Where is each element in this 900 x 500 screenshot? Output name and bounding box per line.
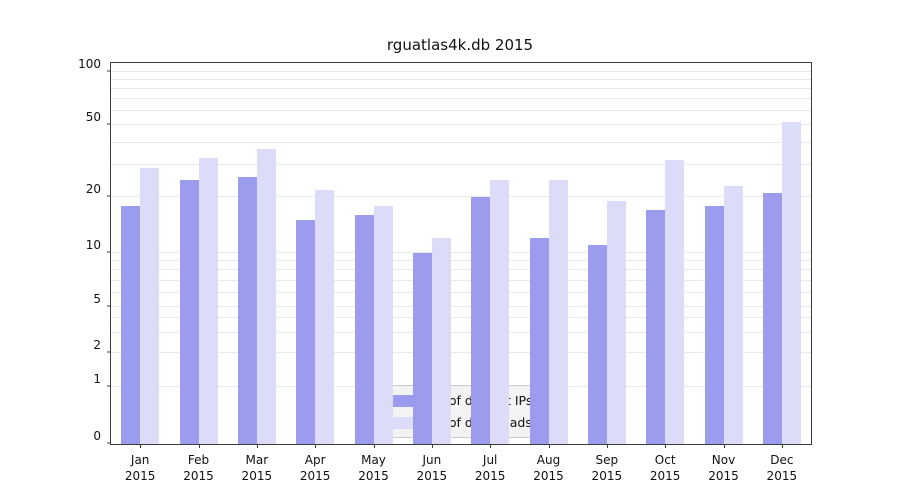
gridline: [111, 71, 811, 73]
bar-distinct-ips-sep: [587, 245, 607, 444]
chart-title: rguatlas4k.db 2015: [386, 36, 534, 54]
x-tick-mark: [665, 444, 667, 448]
gridline: [111, 124, 811, 126]
legend-entry-distinct-ips: Nb of distinct IPs: [389, 393, 532, 408]
x-tick-label: Jan 2015: [124, 453, 156, 483]
y-tick-label: 50: [85, 110, 101, 125]
gridline: [111, 164, 811, 166]
x-tick-label: Oct 2015: [649, 453, 681, 483]
bar-distinct-ips-dec: [762, 193, 782, 444]
x-tick-mark: [140, 444, 142, 448]
gridline: [111, 260, 811, 262]
bar-downloads-oct: [665, 160, 685, 444]
x-tick-mark: [548, 444, 550, 448]
gridline: [111, 141, 811, 143]
x-tick-mark: [431, 444, 433, 448]
y-tick-mark: [107, 195, 111, 197]
gridline: [111, 269, 811, 271]
x-tick-label: Aug 2015: [533, 453, 564, 483]
x-tick-label: Nov 2015: [708, 453, 739, 483]
y-tick-label: 5: [93, 291, 101, 306]
x-tick-mark: [781, 444, 783, 448]
bar-distinct-ips-oct: [646, 210, 666, 444]
bar-distinct-ips-feb: [179, 179, 199, 444]
y-tick-mark: [107, 385, 111, 387]
y-tick-label: 10: [85, 238, 101, 253]
x-tick-label: Mar 2015: [241, 453, 273, 483]
bar-distinct-ips-aug: [529, 238, 549, 444]
gridline: [111, 88, 811, 90]
bar-distinct-ips-may: [354, 215, 374, 444]
gridline: [111, 110, 811, 112]
gridline: [111, 252, 811, 254]
bar-downloads-nov: [723, 186, 743, 444]
y-tick-mark: [107, 251, 111, 253]
x-tick-mark: [256, 444, 258, 448]
x-tick-mark: [198, 444, 200, 448]
gridline: [111, 317, 811, 319]
y-tick-label: 100: [78, 57, 101, 72]
plot-area: Nb of distinct IPs Nb of downloads 0 1 2 5 1…: [78, 57, 812, 483]
bar-downloads-aug: [548, 179, 568, 444]
y-tick-label: 20: [85, 182, 101, 197]
bar-downloads-jun: [431, 238, 451, 444]
gridline: [111, 351, 811, 353]
x-tick-mark: [315, 444, 317, 448]
bar-downloads-jan: [140, 167, 160, 444]
gridline: [111, 196, 811, 198]
x-tick-label: Apr 2015: [299, 453, 331, 483]
legend-swatch-distinct-ips: [389, 394, 419, 407]
bar-downloads-mar: [256, 148, 276, 444]
x-tick-label: Sep 2015: [591, 453, 623, 483]
gridline: [111, 291, 811, 293]
y-tick-label: 0: [93, 429, 101, 443]
legend: Nb of distinct IPs Nb of downloads: [377, 385, 545, 438]
bar-distinct-ips-jan: [121, 205, 141, 444]
x-tick-mark: [606, 444, 608, 448]
y-tick-label: 1: [93, 371, 101, 386]
y-tick-mark: [107, 351, 111, 353]
gridline: [111, 305, 811, 307]
legend-swatch-downloads: [389, 416, 419, 429]
bar-downloads-may: [373, 205, 393, 444]
x-tick-mark: [723, 444, 725, 448]
y-tick-mark: [107, 305, 111, 307]
y-tick-mark: [107, 70, 111, 72]
gridline: [111, 279, 811, 281]
x-tick-label: Jun 2015: [416, 453, 448, 483]
bar-downloads-jul: [490, 179, 510, 444]
x-tick-label: Dec 2015: [766, 453, 798, 483]
bar-downloads-apr: [315, 189, 335, 444]
y-tick-label: 2: [93, 337, 101, 352]
legend-entry-downloads: Nb of downloads: [389, 415, 533, 430]
gridline: [111, 331, 811, 333]
bar-distinct-ips-jun: [412, 253, 432, 444]
bar-downloads-dec: [781, 122, 801, 444]
bar-downloads-sep: [606, 201, 626, 444]
x-tick-mark: [490, 444, 492, 448]
y-tick-mark: [107, 123, 111, 125]
x-tick-label: Jul 2015: [474, 453, 506, 483]
x-tick-mark: [373, 444, 375, 448]
gridline: [111, 98, 811, 100]
bar-distinct-ips-jul: [471, 197, 491, 444]
gridline: [111, 79, 811, 81]
y-tick-mark: [107, 442, 111, 444]
x-tick-label: Feb 2015: [183, 453, 214, 483]
bar-distinct-ips-mar: [237, 176, 257, 444]
bar-downloads-feb: [198, 157, 218, 444]
x-tick-label: May 2015: [358, 453, 389, 483]
bar-distinct-ips-nov: [704, 205, 724, 444]
bar-distinct-ips-apr: [296, 220, 316, 444]
